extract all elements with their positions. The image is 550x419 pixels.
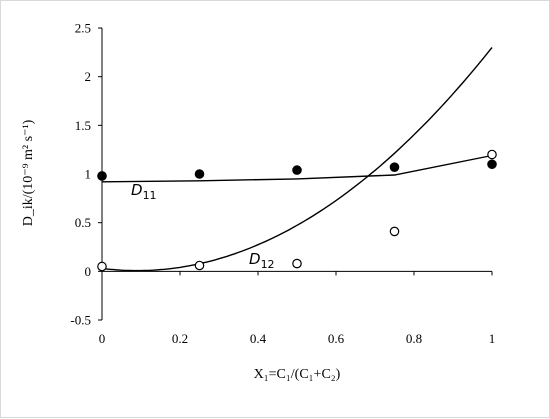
data-point-d11 (97, 171, 107, 181)
y-tick-label: 1.5 (75, 118, 91, 133)
data-point-d11 (389, 162, 400, 172)
y-tick-label: 2 (85, 69, 92, 84)
x-axis-title: X₁=C₁/(C₁+C₂) (254, 367, 341, 382)
data-point-d11 (194, 169, 205, 179)
data-point-d11 (292, 165, 302, 175)
fit-curve-d12 (101, 47, 493, 272)
y-tick-label: -0.5 (70, 313, 91, 328)
x-tick-label: 1 (489, 331, 496, 346)
y-tick-label: 0 (85, 264, 92, 279)
x-tick-label: 0.2 (172, 331, 188, 346)
data-point-d12 (389, 226, 400, 237)
fit-line-d11 (101, 154, 493, 183)
series-label-d11: D11 (131, 181, 157, 202)
data-point-d12 (97, 261, 107, 272)
y-tick-label: 2.5 (75, 21, 91, 36)
data-point-d12 (487, 149, 497, 160)
x-tick-label: 0 (99, 331, 106, 346)
x-tick-label: 0.4 (250, 331, 267, 346)
series-label-d12: D12 (249, 250, 275, 271)
fit-lines (101, 47, 493, 272)
y-tick-group: -0.5 0 0.5 1 1.5 2 2.5 (70, 21, 102, 328)
x-tick-label: 0.8 (406, 331, 422, 346)
y-tick-label: 0.5 (75, 215, 91, 230)
data-markers (97, 149, 497, 272)
x-tick-group: 0 0.2 0.4 0.6 0.8 1 (99, 271, 496, 346)
y-tick-label: 1 (85, 167, 92, 182)
y-axis-title: D_ik/(10⁻⁹ m² s⁻¹) (21, 119, 36, 226)
data-point-d11 (487, 159, 497, 170)
x-tick-label: 0.6 (328, 331, 345, 346)
data-point-d12 (194, 260, 205, 271)
data-point-d12 (292, 258, 302, 269)
